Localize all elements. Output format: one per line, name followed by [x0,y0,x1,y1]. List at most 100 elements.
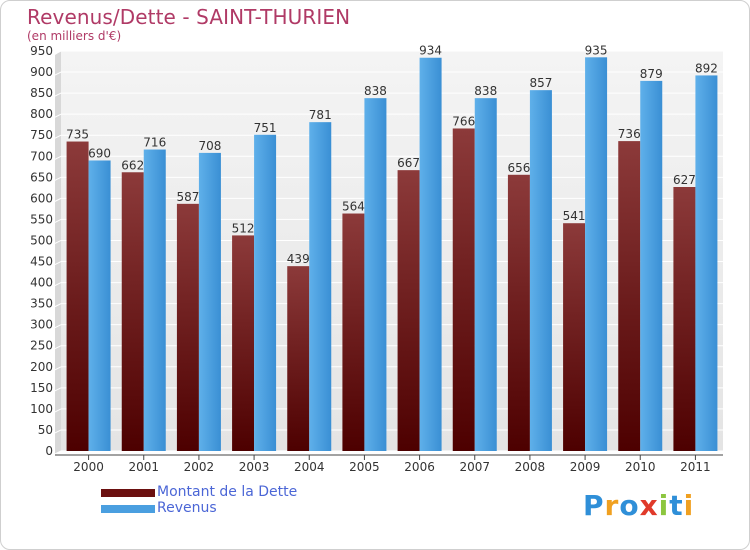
bar-dette [121,172,144,451]
bar-revenus [254,134,277,451]
grid-line-side [52,176,62,182]
data-label-revenus: 781 [309,108,332,122]
grid-line-side [52,303,62,309]
grid-line-side [52,366,62,372]
y-tick-label: 350 [30,297,53,311]
bar-dette [673,187,696,451]
grid-line-side [52,71,62,77]
data-label-dette: 564 [342,200,365,214]
data-label-revenus: 857 [529,76,552,90]
grid-line-side [52,324,62,330]
data-label-revenus: 934 [419,44,442,58]
legend-label-dette: Montant de la Dette [157,484,298,500]
bar-revenus [529,90,552,451]
data-label-revenus: 838 [364,84,387,98]
y-tick-label: 650 [30,170,53,184]
data-label-dette: 735 [66,128,89,142]
y-tick-label: 450 [30,255,53,269]
data-label-dette: 736 [618,127,641,141]
logo-letter: i [683,489,695,522]
bar-dette [507,174,530,451]
data-label-dette: 541 [563,209,586,223]
data-label-revenus: 838 [474,84,497,98]
data-label-dette: 656 [507,161,530,175]
logo-letter: i [658,489,670,522]
chart-title: Revenus/Dette - SAINT-THURIEN [27,5,351,29]
data-label-dette: 587 [176,190,199,204]
x-tick-label: 2003 [239,460,270,474]
grid-line-side [52,408,62,414]
bar-dette [287,266,310,451]
bar-revenus [640,80,663,451]
grid-line-side [52,450,62,456]
grid-line-side [52,282,62,288]
grid-line-side [52,197,62,203]
y-tick-label: 600 [30,191,53,205]
logo-letter: x [639,489,659,522]
x-tick-label: 2001 [128,460,159,474]
bar-dette [563,223,586,451]
y-tick-label: 400 [30,276,53,290]
x-tick-label: 2002 [184,460,215,474]
data-label-dette: 667 [397,156,420,170]
x-tick-label: 2000 [73,460,104,474]
grid-line-side [52,155,62,161]
y-tick-label: 900 [30,65,53,79]
x-tick-label: 2005 [349,460,380,474]
x-tick-label: 2008 [515,460,546,474]
grid-line-side [52,345,62,351]
y-tick-label: 950 [30,44,53,58]
data-label-revenus: 708 [198,139,221,153]
x-tick-label: 2006 [404,460,435,474]
bar-revenus [364,98,387,451]
x-tick-label: 2007 [459,460,490,474]
y-tick-label: 0 [45,444,53,458]
bar-dette [176,203,199,451]
data-label-dette: 766 [452,114,475,128]
y-tick-label: 550 [30,212,53,226]
y-tick-label: 700 [30,149,53,163]
plot-side-wall [55,51,61,455]
logo-letter: P [583,489,605,522]
data-label-dette: 439 [287,252,310,266]
data-label-dette: 627 [673,173,696,187]
bar-revenus [143,149,166,452]
grid-line-side [52,261,62,266]
grid-line-side [52,92,62,98]
bar-revenus [309,122,332,451]
x-tick-label: 2009 [570,460,601,474]
data-label-revenus: 935 [585,43,608,57]
y-tick-label: 100 [30,402,53,416]
y-tick-label: 150 [30,381,53,395]
y-tick-label: 250 [30,339,53,353]
proxiti-logo: Proxiti [583,489,694,522]
bar-revenus [695,75,718,451]
bar-revenus [198,152,221,452]
y-tick-label: 500 [30,233,53,247]
data-label-revenus: 716 [143,136,166,150]
x-tick-label: 2011 [680,460,711,474]
data-label-dette: 512 [232,221,255,235]
bar-dette [342,213,365,451]
data-label-revenus: 690 [88,146,111,160]
bar-revenus [419,57,442,451]
chart-subtitle: (en milliers d'€) [27,29,122,43]
x-tick-label: 2004 [294,460,325,474]
data-label-revenus: 892 [695,61,718,75]
grid-line-side [52,50,62,56]
y-tick-label: 300 [30,318,53,332]
plot-area [61,51,723,451]
grid-line-side [52,113,62,119]
bar-dette [618,141,641,451]
grid-line-side [52,387,62,393]
logo-letter: o [619,489,640,522]
y-tick-label: 50 [38,423,53,437]
logo-letter: r [604,489,620,522]
y-tick-label: 850 [30,86,53,100]
bar-dette [66,141,89,452]
bar-revenus [585,57,608,451]
bar-dette [397,170,420,451]
y-tick-label: 200 [30,360,53,374]
